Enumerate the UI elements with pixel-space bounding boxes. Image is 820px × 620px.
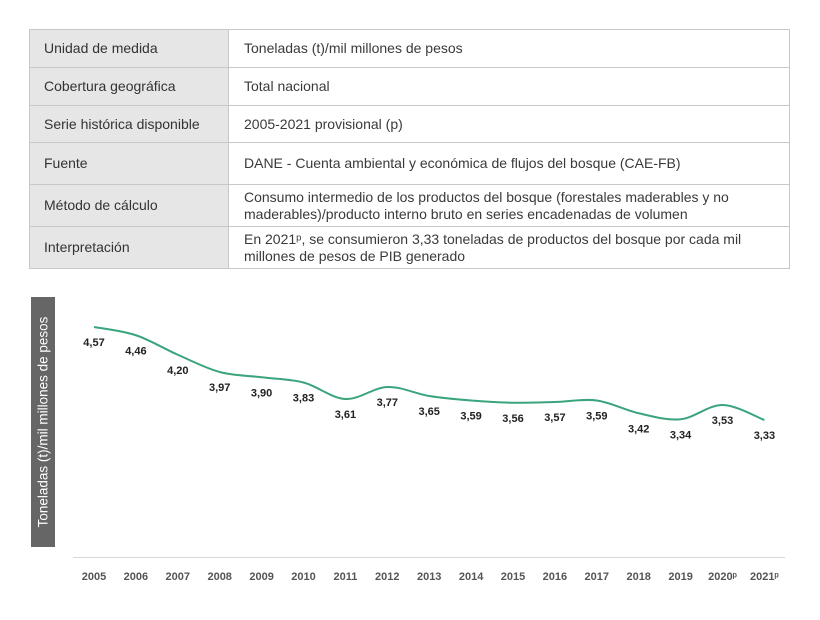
data-label: 3,90: [251, 387, 272, 399]
table-row: Serie histórica disponible 2005-2021 pro…: [29, 105, 790, 143]
x-tick-label: 2005: [82, 571, 106, 583]
data-label: 3,56: [502, 413, 523, 425]
x-tick-label: 2012: [375, 571, 399, 583]
x-tick-label: 2014: [459, 571, 484, 583]
data-label: 3,97: [209, 382, 230, 394]
x-tick-label: 2021ᵖ: [750, 571, 779, 583]
data-label: 4,20: [167, 365, 188, 377]
x-tick-label: 2007: [166, 571, 190, 583]
x-tick-label: 2017: [585, 571, 609, 583]
row-value-fuente: DANE - Cuenta ambiental y económica de f…: [228, 142, 790, 185]
row-value-serie: 2005-2021 provisional (p): [228, 105, 790, 143]
table-row: Cobertura geográfica Total nacional: [29, 67, 790, 106]
x-tick-label: 2009: [249, 571, 273, 583]
row-value-interpretacion: En 2021ᵖ, se consumieron 3,33 toneladas …: [228, 226, 790, 269]
indicator-info-table: Unidad de medida Toneladas (t)/mil millo…: [29, 29, 790, 269]
x-tick-label: 2010: [291, 571, 315, 583]
data-label: 3,59: [460, 411, 481, 423]
data-label: 3,53: [712, 415, 733, 427]
x-tick-label: 2008: [207, 571, 231, 583]
row-label-unidad: Unidad de medida: [29, 29, 229, 68]
data-label: 3,61: [335, 409, 356, 421]
x-tick-label: 2011: [333, 571, 357, 583]
x-tick-label: 2013: [417, 571, 441, 583]
row-label-interpretacion: Interpretación: [29, 226, 229, 269]
x-tick-label: 2016: [543, 571, 567, 583]
row-label-fuente: Fuente: [29, 142, 229, 185]
x-tick-label: 2006: [124, 571, 148, 583]
data-label: 3,77: [377, 397, 398, 409]
x-tick-label: 2018: [626, 571, 650, 583]
y-axis-label-box: Toneladas (t)/mil millones de pesos: [31, 297, 55, 547]
data-label: 3,42: [628, 423, 649, 435]
row-label-metodo: Método de cálculo: [29, 184, 229, 227]
row-value-cobertura: Total nacional: [228, 67, 790, 106]
row-value-unidad: Toneladas (t)/mil millones de pesos: [228, 29, 790, 68]
table-row: Interpretación En 2021ᵖ, se consumieron …: [29, 226, 790, 269]
table-row: Fuente DANE - Cuenta ambiental y económi…: [29, 142, 790, 185]
row-label-serie: Serie histórica disponible: [29, 105, 229, 143]
series-line: [93, 326, 765, 421]
row-value-metodo: Consumo intermedio de los productos del …: [228, 184, 790, 227]
data-label: 3,59: [586, 411, 607, 423]
data-label: 3,65: [418, 406, 439, 418]
table-row: Unidad de medida Toneladas (t)/mil millo…: [29, 29, 790, 68]
table-row: Método de cálculo Consumo intermedio de …: [29, 184, 790, 227]
data-label: 3,33: [754, 430, 775, 442]
x-tick-label: 2020ᵖ: [708, 571, 737, 583]
x-tick-label: 2019: [668, 571, 692, 583]
x-tick-label: 2015: [501, 571, 525, 583]
data-label: 3,34: [670, 429, 692, 441]
data-label: 3,57: [544, 412, 565, 424]
data-label: 4,57: [83, 337, 104, 349]
data-label: 4,46: [125, 345, 146, 357]
data-label: 3,83: [293, 393, 314, 405]
